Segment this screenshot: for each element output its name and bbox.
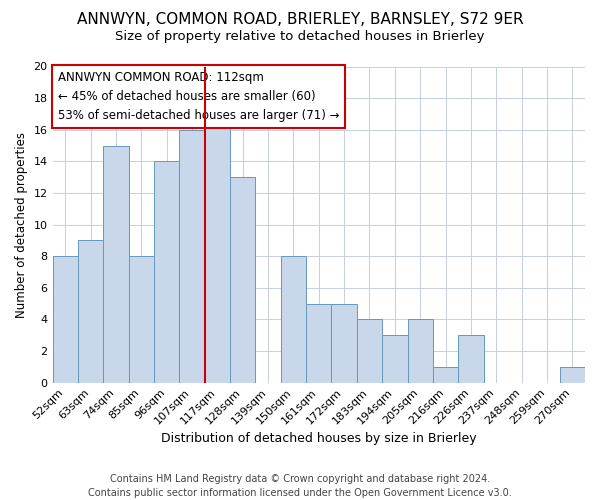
Y-axis label: Number of detached properties: Number of detached properties — [15, 132, 28, 318]
Bar — [382, 335, 407, 382]
Bar — [357, 320, 382, 382]
Text: Size of property relative to detached houses in Brierley: Size of property relative to detached ho… — [115, 30, 485, 43]
Text: Contains HM Land Registry data © Crown copyright and database right 2024.
Contai: Contains HM Land Registry data © Crown c… — [88, 474, 512, 498]
Bar — [128, 256, 154, 382]
Bar — [154, 162, 179, 382]
Bar — [78, 240, 103, 382]
Text: ANNWYN, COMMON ROAD, BRIERLEY, BARNSLEY, S72 9ER: ANNWYN, COMMON ROAD, BRIERLEY, BARNSLEY,… — [77, 12, 523, 28]
Bar — [331, 304, 357, 382]
Bar — [230, 177, 256, 382]
Bar — [458, 335, 484, 382]
Text: ANNWYN COMMON ROAD: 112sqm
← 45% of detached houses are smaller (60)
53% of semi: ANNWYN COMMON ROAD: 112sqm ← 45% of deta… — [58, 71, 340, 122]
Bar — [560, 367, 585, 382]
Bar — [433, 367, 458, 382]
Bar — [53, 256, 78, 382]
Bar — [179, 130, 205, 382]
X-axis label: Distribution of detached houses by size in Brierley: Distribution of detached houses by size … — [161, 432, 476, 445]
Bar — [103, 146, 128, 382]
Bar — [407, 320, 433, 382]
Bar — [306, 304, 331, 382]
Bar — [205, 114, 230, 382]
Bar — [281, 256, 306, 382]
